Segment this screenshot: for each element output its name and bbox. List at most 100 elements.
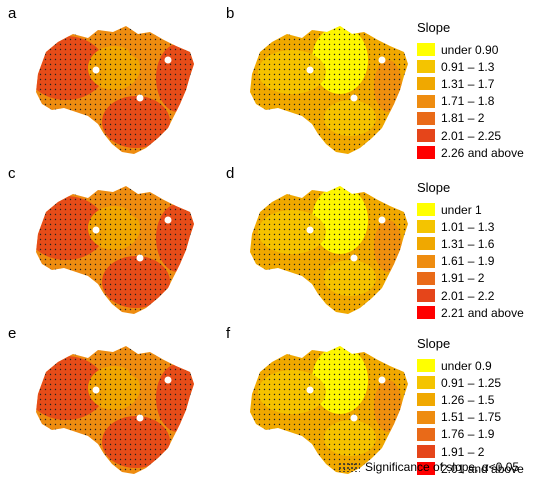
legend-entry: 0.91 – 1.25	[417, 374, 524, 391]
legend-label: 1.51 – 1.75	[441, 410, 502, 425]
map-hole	[164, 56, 172, 64]
legend-entry: 1.91 – 2	[417, 443, 524, 460]
panel-letter-e: e	[8, 325, 17, 342]
legend-label: 1.91 – 2	[441, 271, 485, 286]
legend-label: 1.26 – 1.5	[441, 392, 495, 407]
legend-swatch	[417, 254, 435, 268]
map-hole	[306, 66, 314, 74]
map-panel-d	[250, 186, 408, 314]
map-hole	[350, 414, 358, 422]
legend-swatch	[417, 43, 435, 57]
legend-swatch	[417, 146, 435, 160]
legend-swatch	[417, 220, 435, 234]
panel-letter-b: b	[226, 5, 235, 22]
legend-title: Slope	[417, 20, 451, 35]
legend-swatch	[417, 306, 435, 320]
legend-entry: 2.21 and above	[417, 304, 524, 321]
legend-swatch	[417, 111, 435, 125]
legend-entry: 2.01 – 2.25	[417, 127, 524, 144]
legend-label: 2.01 and above	[441, 461, 524, 476]
legend-swatch	[417, 393, 435, 407]
legend-entry: 2.01 and above	[417, 460, 524, 477]
legend-swatch	[417, 462, 435, 476]
legend-label: 1.31 – 1.7	[441, 76, 495, 91]
map-hole	[92, 226, 100, 234]
legend-swatch	[417, 94, 435, 108]
legend-label: 2.26 and above	[441, 145, 524, 160]
legend-swatch	[417, 237, 435, 251]
map-hole	[378, 56, 386, 64]
legend-3: Slope under 0.9 0.91 – 1.25 1.26 – 1.5 1…	[417, 336, 524, 477]
map-hole	[164, 376, 172, 384]
legend-label: 1.91 – 2	[441, 444, 485, 459]
legend-label: 1.76 – 1.9	[441, 427, 495, 442]
legend-entry: 1.31 – 1.7	[417, 75, 524, 92]
significance-dots	[250, 186, 408, 314]
legend-label: 0.91 – 1.25	[441, 375, 502, 390]
map-hole	[350, 94, 358, 102]
significance-dots	[36, 186, 194, 314]
legend-swatch	[417, 359, 435, 373]
legend-swatch	[417, 427, 435, 441]
map-panel-f	[250, 346, 408, 474]
legend-swatch	[417, 77, 435, 91]
legend-entry: 1.61 – 1.9	[417, 253, 524, 270]
significance-label: Significance of slope, α<0.05	[365, 460, 520, 474]
legend-label: 1.01 – 1.3	[441, 219, 495, 234]
legend-label: 1.71 – 1.8	[441, 94, 495, 109]
legend-entry: 1.26 – 1.5	[417, 391, 524, 408]
map-panel-e	[36, 346, 194, 474]
map-hole	[92, 386, 100, 394]
legend-entry: under 0.90	[417, 41, 524, 58]
legend-entry: 1.31 – 1.6	[417, 235, 524, 252]
legend-label: 1.31 – 1.6	[441, 236, 495, 251]
legend-swatch	[417, 129, 435, 143]
map-hole	[136, 414, 144, 422]
legend-label: 1.81 – 2	[441, 111, 485, 126]
panel-letter-a: a	[8, 5, 17, 22]
significance-dot-swatch	[338, 462, 360, 472]
legend-swatch	[417, 289, 435, 303]
panel-letter-f: f	[226, 325, 231, 342]
legend-label: under 0.9	[441, 358, 492, 373]
map-hole	[164, 216, 172, 224]
legend-swatch	[417, 60, 435, 74]
legend-entry: under 1	[417, 201, 524, 218]
significance-dots	[36, 346, 194, 474]
legend-entry: 1.81 – 2	[417, 110, 524, 127]
legend-entry: 1.71 – 1.8	[417, 93, 524, 110]
legend-label: under 1	[441, 202, 482, 217]
significance-key: Significance of slope, α<0.05	[338, 460, 519, 474]
legend-label: under 0.90	[441, 42, 499, 57]
legend-swatch	[417, 376, 435, 390]
legend-entry: 1.51 – 1.75	[417, 409, 524, 426]
map-hole	[306, 226, 314, 234]
legend-entry: 2.01 – 2.2	[417, 287, 524, 304]
panel-letter-d: d	[226, 165, 235, 182]
legend-label: 2.01 – 2.2	[441, 288, 495, 303]
legend-entry: 1.01 – 1.3	[417, 218, 524, 235]
legend-entry: under 0.9	[417, 357, 524, 374]
map-hole	[306, 386, 314, 394]
significance-dots	[36, 26, 194, 154]
legend-entry: 1.76 – 1.9	[417, 426, 524, 443]
map-hole	[378, 376, 386, 384]
map-hole	[136, 94, 144, 102]
panel-letter-c: c	[8, 165, 16, 182]
legend-swatch	[417, 445, 435, 459]
significance-dots	[250, 26, 408, 154]
map-hole	[136, 254, 144, 262]
legend-label: 0.91 – 1.3	[441, 59, 495, 74]
legend-1: Slope under 0.90 0.91 – 1.3 1.31 – 1.7 1…	[417, 20, 524, 161]
legend-entry: 0.91 – 1.3	[417, 58, 524, 75]
legend-swatch	[417, 271, 435, 285]
map-hole	[350, 254, 358, 262]
legend-swatch	[417, 410, 435, 424]
legend-label: 2.01 – 2.25	[441, 128, 502, 143]
legend-entry: 1.91 – 2	[417, 270, 524, 287]
legend-label: 1.61 – 1.9	[441, 254, 495, 269]
legend-title: Slope	[417, 180, 451, 195]
legend-title: Slope	[417, 336, 451, 351]
legend-swatch	[417, 203, 435, 217]
legend-label: 2.21 and above	[441, 305, 524, 320]
